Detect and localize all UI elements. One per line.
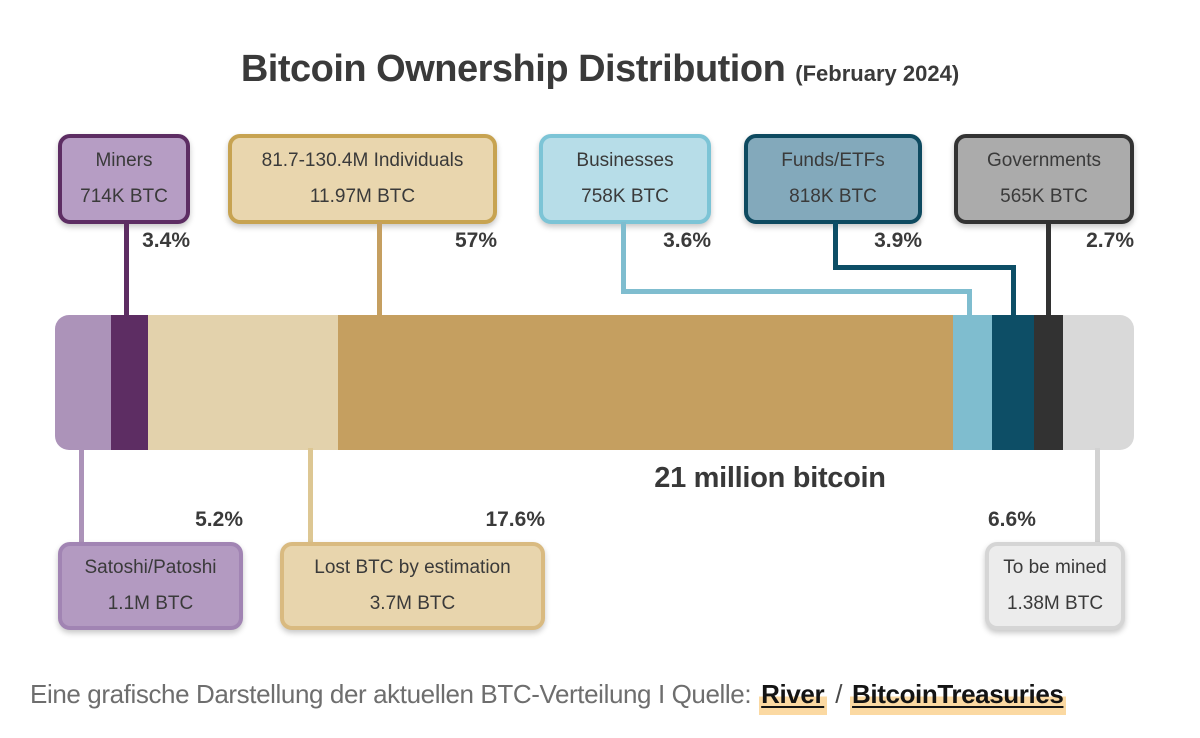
callout-businesses-label: Businesses: [576, 150, 674, 171]
bar-segment-businesses: [952, 315, 992, 450]
callout-satoshi-patoshi-label: Satoshi/Patoshi: [84, 557, 217, 578]
connector-funds-etfs-drop: [1011, 265, 1016, 317]
percent-lost-btc: 17.6%: [485, 508, 545, 531]
callout-lost-btc-label: Lost BTC by estimation: [314, 557, 511, 578]
percent-individuals: 57%: [454, 229, 497, 252]
callout-governments-amount: 565K BTC: [1000, 186, 1088, 207]
connector-businesses-elbow: [621, 289, 972, 294]
bar-segment-to-be-mined: [1062, 315, 1134, 450]
callout-funds-etfs-amount: 818K BTC: [789, 186, 877, 207]
percent-funds-etfs: 3.9%: [874, 229, 922, 252]
callout-individuals-label: 81.7-130.4M Individuals: [261, 150, 464, 171]
page-title-main: Bitcoin Ownership Distribution: [240, 48, 786, 90]
connector-individuals: [377, 222, 382, 317]
footer-link-river[interactable]: River: [759, 679, 828, 715]
connector-lost-btc: [308, 448, 313, 544]
bar-total-label: 21 million bitcoin: [654, 462, 886, 494]
bar-segment-funds-etfs: [991, 315, 1034, 450]
callout-funds-etfs-label: Funds/ETFs: [781, 150, 885, 171]
callout-miners-amount: 714K BTC: [80, 186, 168, 207]
callout-to-be-mined-amount: 1.38M BTC: [1006, 593, 1104, 614]
callout-miners: Miners 714K BTC: [58, 134, 190, 224]
footer-caption: Eine grafische Darstellung der aktuellen…: [30, 679, 1067, 715]
connector-governments: [1046, 222, 1051, 317]
connector-satoshi-patoshi: [79, 448, 84, 544]
connector-businesses: [621, 222, 626, 294]
callout-satoshi-patoshi-amount: 1.1M BTC: [107, 593, 194, 614]
percent-to-be-mined: 6.6%: [988, 508, 1036, 531]
percent-governments: 2.7%: [1086, 229, 1134, 252]
bar-segment-miners: [111, 315, 148, 450]
callout-governments: Governments 565K BTC: [954, 134, 1134, 224]
callout-miners-label: Miners: [95, 150, 153, 171]
callout-individuals-amount: 11.97M BTC: [309, 186, 416, 207]
distribution-bar: [55, 315, 1134, 450]
connector-funds-etfs-elbow: [833, 265, 1016, 270]
callout-lost-btc-amount: 3.7M BTC: [369, 593, 456, 614]
bar-segment-81-7-130-4m-individuals: [337, 315, 953, 450]
percent-miners: 3.4%: [142, 229, 190, 252]
page-title: Bitcoin Ownership Distribution (February …: [0, 48, 1200, 91]
callout-lost-btc: Lost BTC by estimation 3.7M BTC: [280, 542, 545, 630]
connector-funds-etfs: [833, 222, 838, 270]
callout-funds-etfs: Funds/ETFs 818K BTC: [744, 134, 922, 224]
connector-miners: [124, 222, 129, 317]
callout-to-be-mined: To be mined 1.38M BTC: [985, 542, 1125, 630]
connector-to-be-mined: [1095, 448, 1100, 544]
bar-segment-satoshi-patoshi: [55, 315, 112, 450]
callout-businesses-amount: 758K BTC: [581, 186, 669, 207]
callout-businesses: Businesses 758K BTC: [539, 134, 711, 224]
footer-link-bitcointreasuries[interactable]: BitcoinTreasuries: [850, 679, 1067, 715]
callout-satoshi-patoshi: Satoshi/Patoshi 1.1M BTC: [58, 542, 243, 630]
footer-separator: /: [835, 679, 843, 709]
percent-businesses: 3.6%: [663, 229, 711, 252]
callout-to-be-mined-label: To be mined: [1003, 557, 1107, 578]
bar-segment-lost-btc-by-estimation: [147, 315, 338, 450]
callout-governments-label: Governments: [986, 150, 1102, 171]
footer-text: Eine grafische Darstellung der aktuellen…: [30, 679, 752, 709]
page-title-subtitle: (February 2024): [795, 61, 960, 86]
bar-segment-governments: [1033, 315, 1063, 450]
connector-businesses-drop: [967, 289, 972, 317]
callout-individuals: 81.7-130.4M Individuals 11.97M BTC: [228, 134, 497, 224]
percent-satoshi-patoshi: 5.2%: [195, 508, 243, 531]
